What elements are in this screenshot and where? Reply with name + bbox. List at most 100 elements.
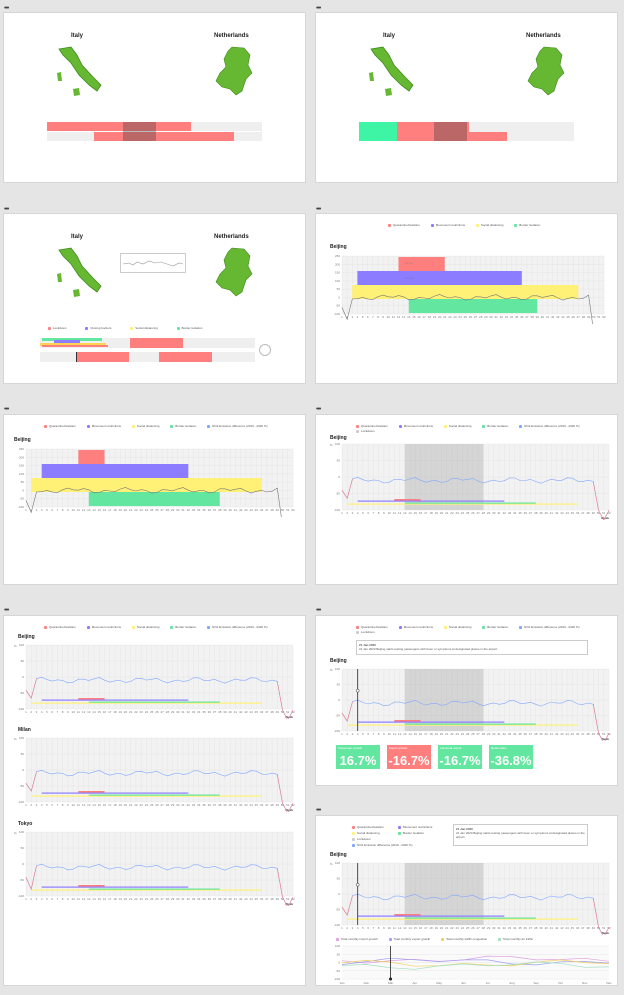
x-tick-label: 20 xyxy=(440,511,444,515)
border-isolation-bar xyxy=(88,794,220,796)
netherlands-map-icon xyxy=(215,46,253,96)
bar-label: x x x x xyxy=(405,261,414,265)
x-tick-label: 41 xyxy=(234,803,238,807)
month-label: Jan xyxy=(340,981,345,985)
no2-line-positive xyxy=(592,704,610,741)
movement-bar[interactable] xyxy=(54,340,80,343)
x-tick-label: 42 xyxy=(239,710,243,714)
movement-bar xyxy=(41,699,189,701)
stat-card: Passenger growth 16.7% xyxy=(336,745,380,769)
x-tick-label: 4 xyxy=(357,732,359,736)
x-tick-label: 13 xyxy=(87,710,91,714)
card-country-compare-3: Italy Netherlands Lockdown Closing borde… xyxy=(3,213,306,384)
x-tick-label: 44 xyxy=(565,732,569,736)
x-tick-label: 15 xyxy=(412,315,416,319)
forward-button[interactable] xyxy=(259,344,271,356)
x-tick-label: 30 xyxy=(176,897,180,901)
italy-measure-bar[interactable] xyxy=(47,122,191,131)
x-tick-label: 19 xyxy=(435,511,439,515)
x-tick-label: 47 xyxy=(577,315,581,319)
x-tick-label: 22 xyxy=(450,732,454,736)
x-tick-label: 30 xyxy=(489,315,493,319)
legend-lockdown: Lockdown xyxy=(356,630,385,634)
netherlands-marker xyxy=(76,352,77,362)
stat-value: -36.8% xyxy=(490,753,532,768)
x-tick-label: 16 xyxy=(417,315,421,319)
x-tick-label: 5 xyxy=(362,926,364,930)
no2-line-positive xyxy=(25,865,37,891)
quarantine-bar[interactable] xyxy=(42,345,108,347)
x-tick-label: 32 xyxy=(187,803,191,807)
x-tick-label: 39 xyxy=(539,732,543,736)
x-tick-label: 45 xyxy=(255,803,259,807)
x-tick-label: 45 xyxy=(571,732,575,736)
legend-swatch xyxy=(430,223,434,227)
x-tick-label: 9 xyxy=(382,315,384,319)
y-tick-label: 50 xyxy=(337,877,341,881)
movement-bar xyxy=(41,464,189,478)
x-tick-label: 50 xyxy=(281,897,285,901)
x-tick-label: 31 xyxy=(181,803,185,807)
social-distancing-bar[interactable] xyxy=(40,343,106,346)
x-tick-label: 30 xyxy=(492,511,496,515)
netherlands-lockdown-bar-2[interactable] xyxy=(159,352,212,362)
x-tick-label: 42 xyxy=(239,803,243,807)
legend-swatch xyxy=(44,424,47,428)
x-tick-label: 10 xyxy=(387,732,391,736)
legend-swatch xyxy=(443,424,447,428)
x-tick-label: 42 xyxy=(239,897,243,901)
x-tick-label: 26 xyxy=(155,897,159,901)
month-label: Mar xyxy=(388,981,393,985)
economy-series-line xyxy=(341,955,610,964)
x-tick-label: 49 xyxy=(276,803,280,807)
x-tick-label: 21 xyxy=(443,315,447,319)
x-tick-label: 42 xyxy=(555,732,559,736)
x-tick-label: 41 xyxy=(234,710,238,714)
italy-measure-bar[interactable] xyxy=(397,122,469,141)
country-title-right: Netherlands xyxy=(214,234,249,240)
x-tick-label: 21 xyxy=(445,732,449,736)
x-tick-label: 51 xyxy=(597,315,601,319)
x-tick-label: 17 xyxy=(424,732,428,736)
x-tick-label: 39 xyxy=(539,926,543,930)
x-tick-label: 44 xyxy=(249,803,253,807)
x-tick-label: 52 xyxy=(607,511,611,515)
card-country-compare-1: Italy Netherlands xyxy=(3,12,306,183)
y-tick-label: 200 xyxy=(19,455,24,459)
x-tick-label: 36 xyxy=(520,315,524,319)
netherlands-lockdown-bar-1[interactable] xyxy=(77,352,129,362)
legend-swatch xyxy=(519,424,523,428)
no2-line xyxy=(25,676,294,719)
x-tick-label: 32 xyxy=(503,732,507,736)
country-title-left: Italy xyxy=(71,33,84,39)
x-tick-label: 12 xyxy=(82,897,86,901)
city-title: Beijing xyxy=(330,852,347,858)
window-dots: ••• xyxy=(4,5,9,12)
x-tick-label: 8 xyxy=(62,803,64,807)
italy-lockdown-bar[interactable] xyxy=(130,338,183,348)
netherlands-measure-bar[interactable] xyxy=(469,132,507,141)
netherlands-measure-bar[interactable] xyxy=(94,132,234,141)
x-tick-label: 1 xyxy=(341,511,343,515)
y-tick-label: 100 xyxy=(335,861,340,865)
economy-legend: Total monthly import growth Total monthl… xyxy=(336,937,543,941)
border-isolation-bar[interactable] xyxy=(359,122,397,141)
border-isolation-bar[interactable] xyxy=(42,338,102,341)
legend-swatch xyxy=(86,625,90,629)
legend-swatch xyxy=(482,424,486,428)
window-dots: ••• xyxy=(316,406,321,413)
axis-unit: % xyxy=(330,668,333,672)
x-tick-label: 24 xyxy=(458,315,462,319)
x-tick-label: 32 xyxy=(500,315,504,319)
x-tick-label: 34 xyxy=(197,897,201,901)
border-isolation-bar xyxy=(88,888,220,890)
month-label: Jun xyxy=(461,981,466,985)
x-tick-label: 46 xyxy=(576,732,580,736)
y-tick-label: 50 xyxy=(21,846,25,850)
x-tick-label: 10 xyxy=(71,803,75,807)
italy-map-icon xyxy=(57,46,102,96)
x-tick-label: 1 xyxy=(25,710,27,714)
